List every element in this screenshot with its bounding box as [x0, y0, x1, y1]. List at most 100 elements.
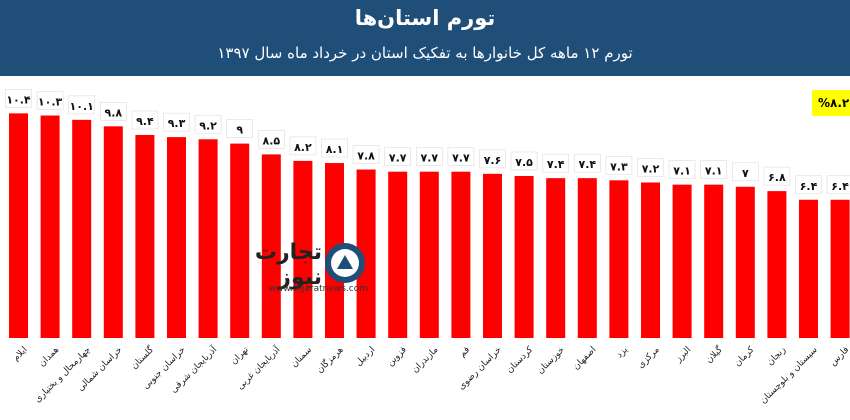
- bar-group: ۷.۷ قم: [447, 147, 475, 359]
- data-label: ۸.۵: [262, 134, 280, 147]
- bar: [704, 184, 724, 338]
- average-inflation-badge: %۸.۲: [812, 90, 850, 116]
- data-label: ۸.۲: [294, 141, 312, 154]
- category-label: سمنان: [289, 345, 314, 370]
- category-label: مازندران: [410, 345, 440, 375]
- bar: [198, 139, 218, 338]
- bar: [103, 126, 123, 338]
- data-label-box: [763, 166, 791, 186]
- data-label: ۹.۴: [136, 115, 154, 128]
- data-label-box: [5, 89, 32, 108]
- bar-group: ۷.۳ یزد: [605, 156, 633, 360]
- data-label-box: [637, 158, 664, 177]
- data-label-box: [36, 91, 64, 110]
- bar-group: ۷ کرمان: [731, 162, 759, 369]
- data-label-box: [384, 147, 412, 166]
- data-label-box: [131, 110, 159, 130]
- bar: [577, 178, 597, 338]
- data-label: ۷.۴: [547, 158, 565, 171]
- data-label-box: [226, 119, 253, 138]
- data-label-box: [100, 102, 127, 121]
- data-label: ۷.۱: [673, 165, 691, 178]
- data-label: ۶.۸: [768, 171, 786, 184]
- data-label: ۷.۱: [705, 165, 723, 178]
- bar: [261, 154, 281, 338]
- data-label: ۷.۸: [357, 150, 375, 163]
- data-label-box: [321, 138, 348, 158]
- bar: [799, 199, 818, 338]
- chart-header: تورم استان‌ها تورم ۱۲ ماهه کل خانوارها ب…: [0, 0, 850, 76]
- bar: [735, 186, 755, 338]
- category-label: کردستان: [505, 345, 536, 376]
- bar: [9, 113, 28, 338]
- data-label-box: [731, 162, 759, 182]
- bar: [514, 176, 534, 338]
- category-label: هرمزگان: [314, 343, 346, 375]
- data-label: ۷.۲: [642, 162, 660, 175]
- bar: [40, 115, 60, 338]
- data-label: ۷.۷: [452, 152, 470, 165]
- bar-group: ۷.۷ قزوین: [384, 147, 412, 368]
- category-label: اردبیل: [354, 345, 377, 368]
- data-label-box: [163, 112, 190, 132]
- data-label: ۶.۴: [831, 180, 849, 193]
- data-label: ۷.۶: [484, 154, 502, 167]
- data-label: ۷.۴: [578, 158, 596, 171]
- bar-group: ۹ تهران: [226, 119, 253, 367]
- category-label: قم: [458, 345, 472, 359]
- data-label: ۸.۱: [326, 143, 344, 156]
- data-label-box: [257, 130, 285, 149]
- bar: [356, 169, 376, 338]
- data-label-box: [795, 175, 822, 195]
- data-label-box: [289, 136, 317, 156]
- bar: [388, 171, 408, 338]
- bar-group: ۷.۴ خوزستان: [536, 153, 570, 376]
- data-label: ۷.۷: [420, 152, 438, 165]
- category-label: البرز: [673, 345, 693, 365]
- bar-group: ۷.۵ کردستان: [505, 151, 538, 376]
- bar-group: ۶.۸ زنجان: [763, 166, 791, 368]
- logo-name: تجارت نیوز: [254, 240, 322, 290]
- category-label: فارس: [828, 345, 850, 368]
- category-label: گیلان: [703, 343, 725, 365]
- data-label: ۱۰.۴: [6, 93, 31, 106]
- bar: [483, 173, 502, 338]
- bar-group: ۷.۱ البرز: [668, 160, 696, 365]
- data-label-box: [573, 153, 601, 173]
- bar: [641, 182, 660, 338]
- data-label-box: [479, 149, 506, 169]
- data-label-box: [700, 160, 728, 179]
- bar-group: ۶.۴ فارس: [826, 175, 850, 368]
- data-label-box: [510, 151, 538, 171]
- category-label: خوزستان: [536, 345, 567, 376]
- category-label: مرکزی: [636, 345, 662, 371]
- category-label: گلستان: [128, 343, 156, 371]
- bar-chart: ۱۰.۴ ایلام ۱۰.۳ همدان ۱۰.۱ چهارمحال و بختیاری…: [5, 89, 850, 406]
- data-label: ۹.۸: [104, 106, 122, 119]
- category-label: زنجان: [765, 345, 788, 368]
- data-label: ۷.۳: [610, 160, 628, 173]
- data-label-box: [352, 145, 380, 164]
- data-label-box: [194, 114, 222, 134]
- bar-group: ۹.۴ گلستان: [128, 110, 159, 371]
- data-label-box: [605, 156, 633, 175]
- chart-title: تورم استان‌ها: [354, 6, 496, 30]
- bar-group: ۱۰.۴ ایلام: [5, 89, 32, 363]
- category-label: اصفهان: [571, 345, 598, 372]
- chart-subtitle: تورم ۱۲ ماهه کل خانوارها به تفکیک استان …: [217, 44, 633, 62]
- category-label: ایلام: [11, 345, 29, 363]
- data-label: ۶.۴: [800, 180, 818, 193]
- bar: [230, 143, 250, 338]
- bar: [135, 134, 155, 338]
- bar-group: ۱۰.۳ همدان: [36, 91, 64, 369]
- data-label: ۷: [742, 167, 749, 180]
- category-label: قزوین: [385, 345, 408, 368]
- data-label: ۹: [236, 124, 243, 137]
- data-label-box: [542, 153, 570, 173]
- bar-group: ۷.۲ مرکزی: [636, 158, 664, 371]
- bar-group: ۷.۱ گیلان: [700, 160, 728, 366]
- category-label: کرمان: [733, 345, 757, 369]
- bar-group: ۷.۷ مازندران: [410, 147, 443, 375]
- data-label: ۷.۵: [515, 156, 533, 169]
- bar: [830, 199, 850, 338]
